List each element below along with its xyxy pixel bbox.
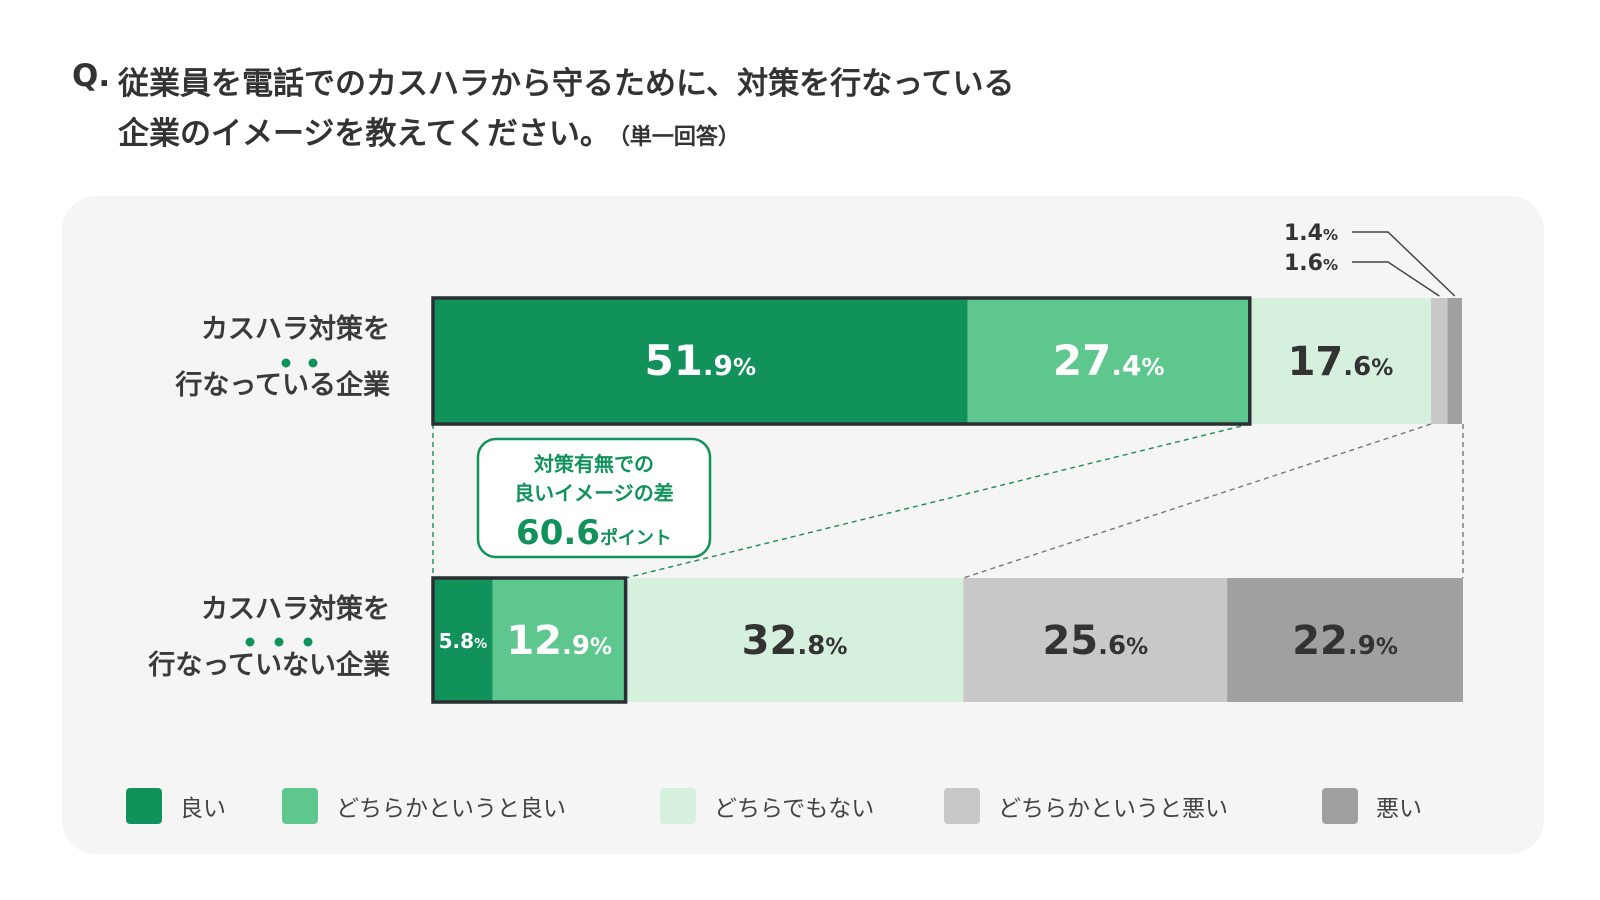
value-label-r2-s3: 32.8%: [742, 618, 848, 664]
emphasis-dot-3: [245, 637, 255, 647]
callout-value: 60.6ポイント: [516, 513, 672, 553]
legend-item-2: どちらかというと良い: [282, 788, 566, 824]
legend-label-2: どちらかというと良い: [336, 796, 566, 822]
bar-segment-r2-s4: [963, 578, 1228, 702]
emphasis-dot-2: [308, 358, 318, 368]
value-label-r2-s4: 25.6%: [1042, 618, 1148, 664]
row-label-2-line-2: 行なっていない企業: [147, 649, 390, 681]
legend-swatch-5: [1322, 788, 1358, 824]
answer-type-note: （単一回答）: [618, 125, 740, 150]
emphasis-dot-5: [303, 637, 313, 647]
value-label-r2-s2: 12.9%: [506, 618, 612, 664]
legend-swatch-4: [944, 788, 980, 824]
bar-segment-r1-s1: [433, 298, 968, 424]
bar-segment-r2-s1: [433, 578, 493, 702]
legend-label-3: どちらでもない: [714, 796, 875, 822]
legend-item-5: 悪い: [1322, 788, 1422, 824]
callout-line-1: 対策有無での: [533, 452, 654, 476]
callout-line-2: 良いイメージの差: [514, 481, 674, 505]
legend: 良い どちらかというと良い どちらでもない どちらかというと悪い 悪い: [126, 788, 1466, 828]
callout-box: [476, 437, 712, 559]
bar-segment-r1-s2: [967, 298, 1250, 424]
bar-segment-r2-s5: [1227, 578, 1463, 702]
row-label-1-line-1: カスハラ対策を: [201, 313, 390, 345]
legend-swatch-3: [660, 788, 696, 824]
highlight-box-bottom: [431, 576, 628, 704]
highlight-box-top: [431, 296, 1252, 426]
value-label-r1-s2: 27.4%: [1053, 336, 1165, 385]
legend-item-4: どちらかというと悪い: [944, 788, 1228, 824]
bar-segment-r1-s3: [1249, 298, 1432, 424]
legend-label-1: 良い: [180, 796, 226, 822]
question-line-1: 従業員を電話でのカスハラから守るために、対策を行なっている: [118, 66, 1015, 102]
legend-item-3: どちらでもない: [660, 788, 874, 824]
value-label-r1-s3: 17.6%: [1288, 339, 1394, 385]
legend-swatch-2: [282, 788, 318, 824]
row-label-2-line-1: カスハラ対策を: [201, 593, 390, 625]
bar-segment-r1-s4: [1431, 298, 1448, 424]
value-label-r2-s1: 5.8%: [439, 629, 487, 653]
legend-label-4: どちらかというと悪い: [998, 796, 1228, 822]
bar-segment-r1-s5: [1447, 298, 1462, 424]
question-prefix: Q.: [72, 58, 111, 94]
question-line-2: 企業のイメージを教えてください。 （単一回答）: [118, 108, 740, 153]
emphasis-dot-4: [274, 637, 284, 647]
row-label-1-line-2: 行なっている企業: [174, 369, 390, 401]
emphasis-dot-1: [281, 358, 291, 368]
question-line-2-text: 企業のイメージを教えてください。: [118, 116, 611, 152]
leader-line-r1-s5: [1352, 231, 1456, 297]
legend-label-5: 悪い: [1376, 796, 1422, 822]
value-label-r1-s1: 51.9%: [644, 336, 756, 385]
leader-line-r1-s4: [1352, 261, 1440, 297]
legend-item-1: 良い: [126, 788, 226, 824]
connector-line-good: [625, 423, 1250, 579]
legend-swatch-1: [126, 788, 162, 824]
value-label-r1-s5: 1.4%: [1284, 221, 1338, 246]
value-label-r1-s4: 1.6%: [1284, 251, 1338, 276]
value-label-r2-s5: 22.9%: [1292, 618, 1398, 664]
connector-line-neutral: [963, 423, 1432, 579]
bar-segment-r2-s2: [492, 578, 626, 702]
bar-segment-r2-s3: [625, 578, 964, 702]
